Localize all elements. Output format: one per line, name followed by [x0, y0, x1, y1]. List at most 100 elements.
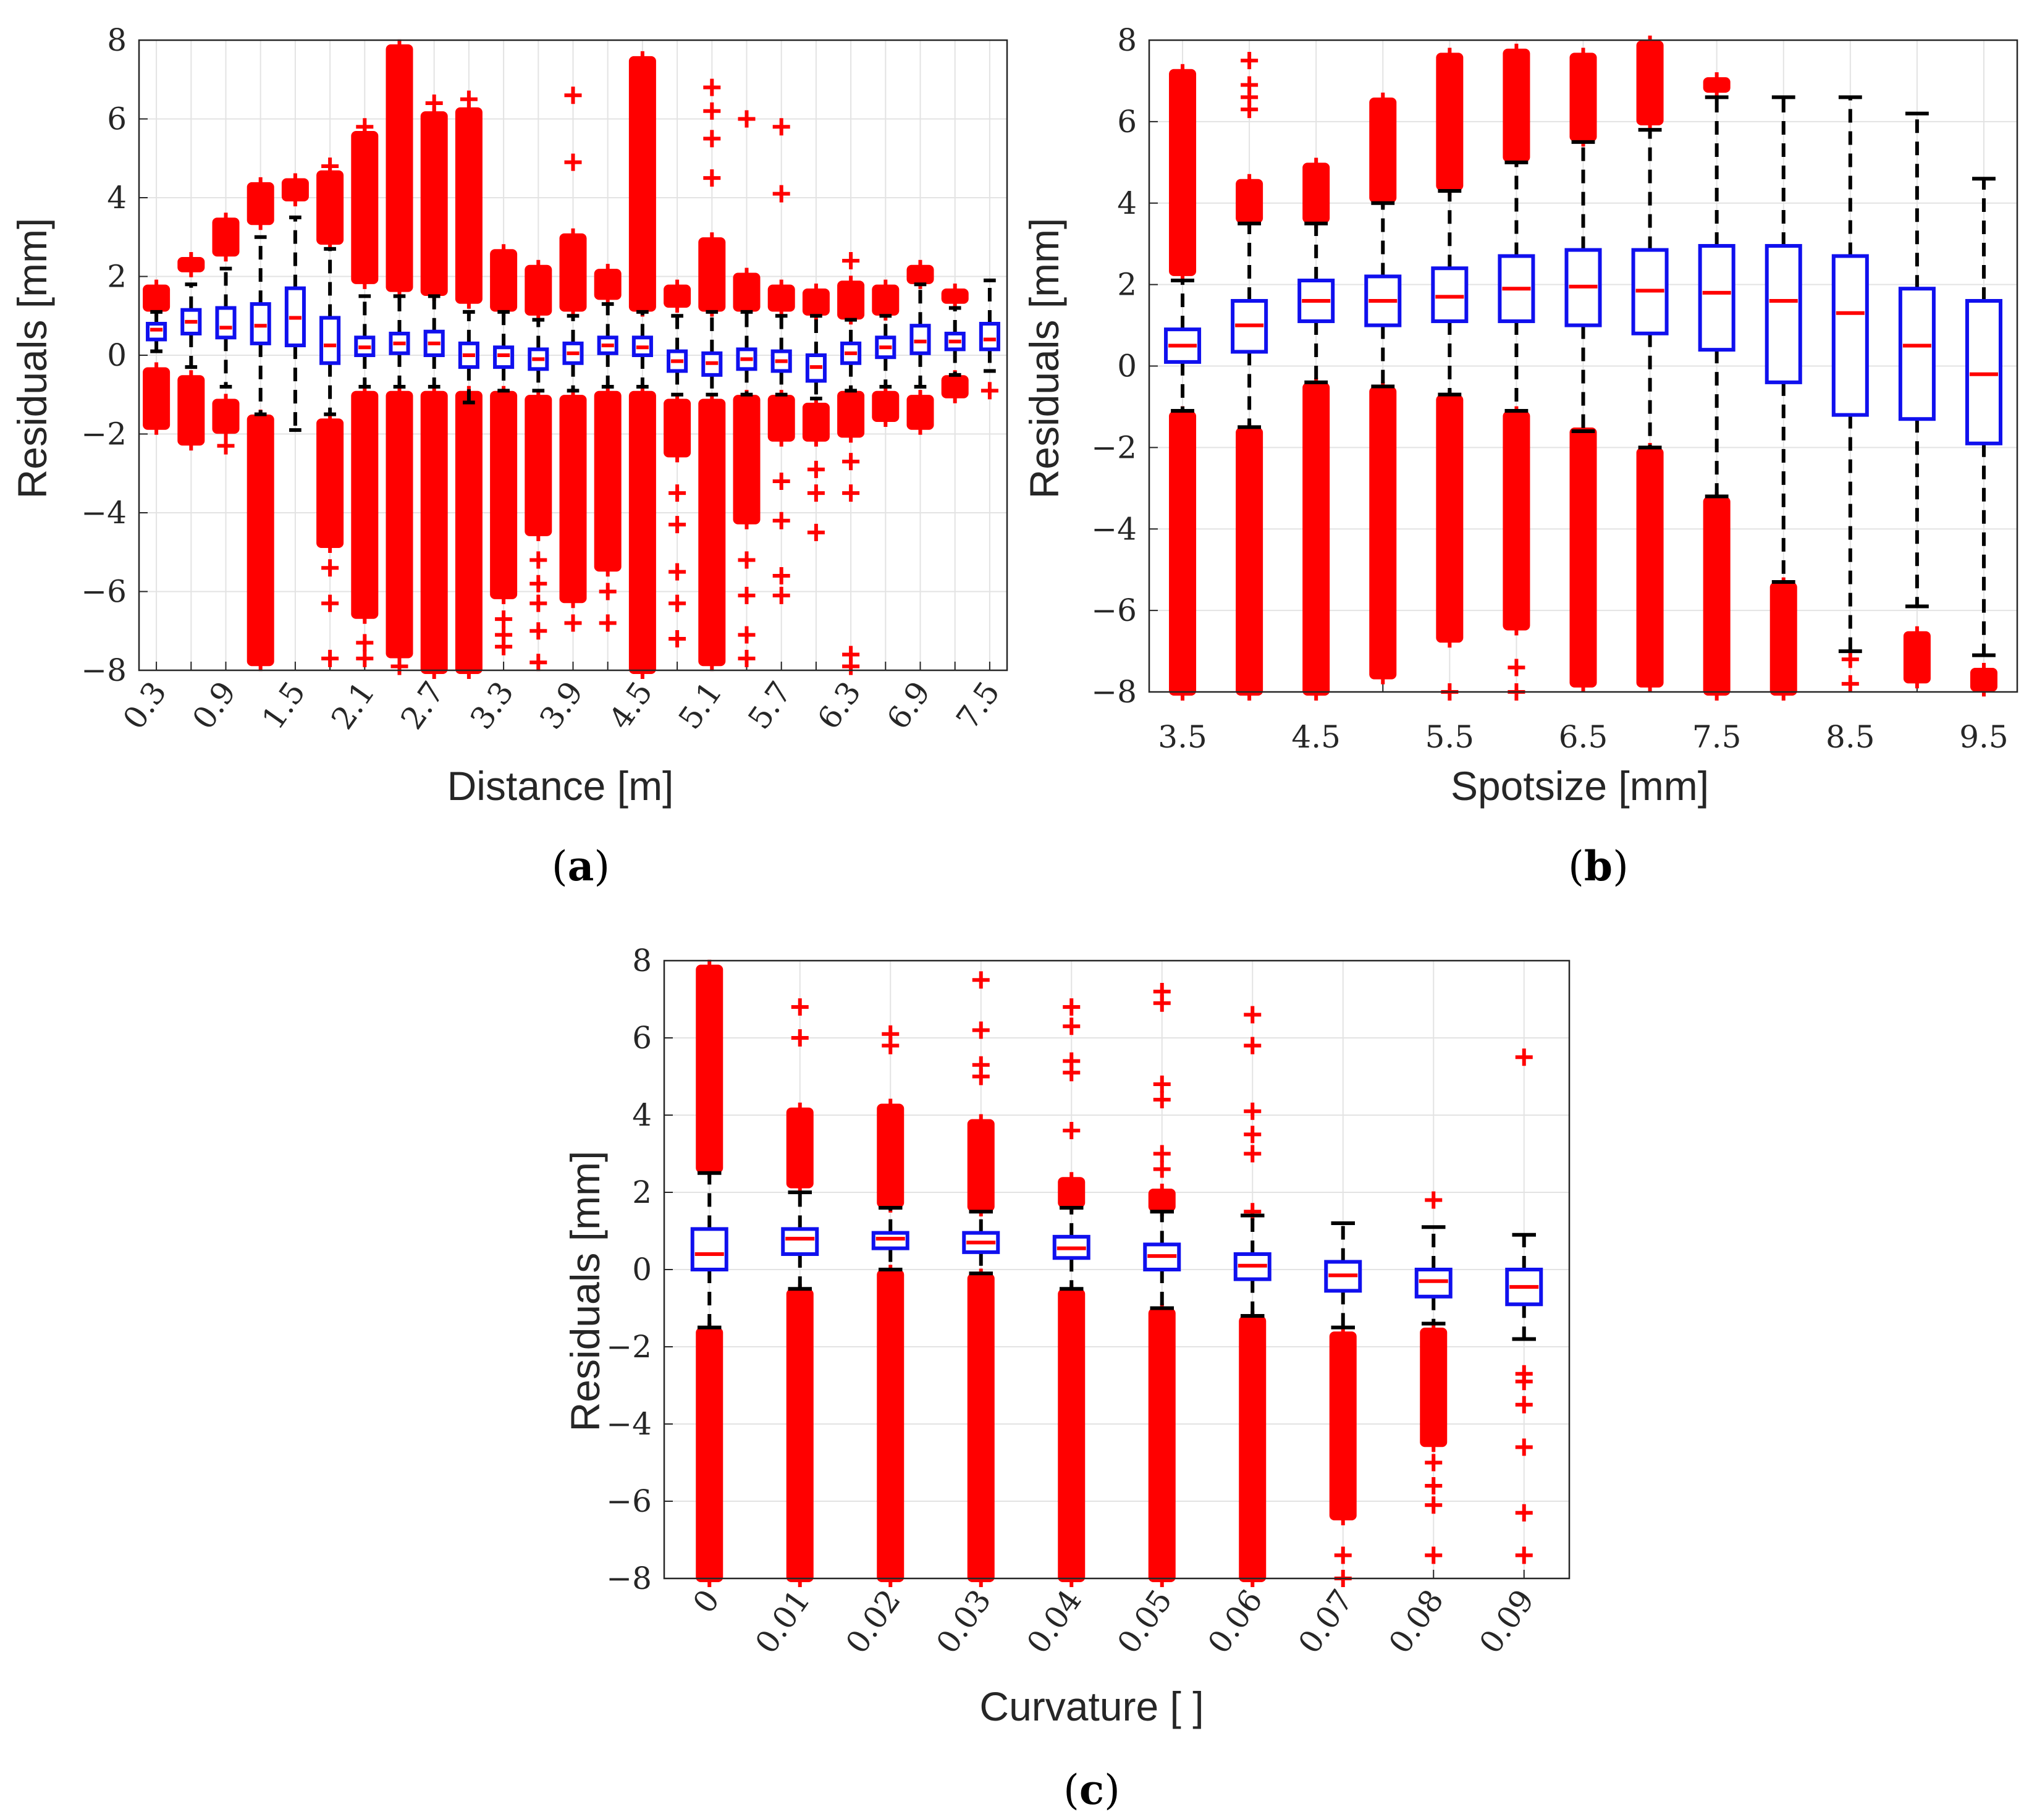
- box-group: [559, 86, 587, 632]
- box-iqr: [1831, 254, 1869, 417]
- outlier-band: [802, 402, 830, 442]
- outlier-marker: [599, 583, 617, 600]
- box-group: [281, 173, 309, 432]
- outlier-band: [212, 217, 240, 257]
- box-group: [316, 158, 344, 667]
- outlier-band: [1058, 1289, 1086, 1582]
- outlier-marker: [217, 437, 235, 455]
- outlier-marker: [633, 51, 651, 69]
- outlier-marker: [251, 654, 269, 672]
- outlier-marker: [356, 606, 374, 624]
- outlier-band: [1302, 382, 1330, 696]
- outlier-marker: [321, 559, 339, 577]
- outlier-band: [1636, 447, 1664, 688]
- y-tick-label: 8: [107, 22, 127, 58]
- x-tick-label: 0.05: [1110, 1583, 1179, 1660]
- box-group: [690, 959, 728, 1587]
- outlier-band: [559, 233, 587, 312]
- outlier-band: [1236, 179, 1263, 224]
- outlier-band: [1148, 1308, 1176, 1582]
- outlier-marker: [390, 279, 408, 297]
- outlier-marker: [599, 614, 617, 632]
- outlier-marker: [703, 130, 721, 148]
- box-iqr: [690, 1227, 728, 1271]
- outlier-marker: [1244, 1006, 1262, 1024]
- box-group: [351, 118, 379, 667]
- outlier-marker: [1441, 48, 1459, 65]
- outlier-marker: [1334, 1546, 1352, 1564]
- outlier-band: [525, 264, 552, 316]
- outlier-marker: [807, 460, 825, 478]
- outlier-marker: [807, 397, 825, 415]
- box-group: [1164, 64, 1202, 701]
- outlier-marker: [529, 390, 547, 408]
- outlier-marker: [564, 86, 582, 104]
- outlier-band: [628, 56, 656, 312]
- outlier-band: [1420, 1328, 1448, 1447]
- outlier-band: [1903, 631, 1931, 684]
- outlier-marker: [1174, 263, 1192, 281]
- outlier-marker: [390, 39, 408, 57]
- x-tick-label: 2.7: [394, 675, 451, 736]
- outlier-marker: [1425, 1546, 1443, 1564]
- outlier-marker: [1574, 48, 1592, 65]
- outlier-marker: [321, 594, 339, 612]
- box-group: [906, 259, 934, 435]
- outlier-marker: [356, 385, 374, 403]
- outlier-marker: [182, 433, 200, 451]
- outlier-marker: [738, 586, 756, 604]
- outlier-marker: [1153, 1091, 1171, 1108]
- outlier-band: [1769, 582, 1797, 696]
- outlier-marker: [972, 1056, 990, 1074]
- x-tick-label: 0: [686, 1583, 727, 1620]
- outlier-marker: [807, 484, 825, 502]
- x-tick-label: 0.01: [748, 1583, 817, 1660]
- outlier-marker: [1153, 1076, 1171, 1093]
- outlier-marker: [877, 279, 895, 297]
- box-iqr: [215, 306, 237, 340]
- box-iqr: [1765, 243, 1802, 384]
- outlier-marker: [972, 971, 990, 989]
- outlier-marker: [791, 1029, 809, 1047]
- outlier-marker: [321, 232, 339, 250]
- outlier-band: [786, 1107, 814, 1189]
- y-tick-label: 0: [632, 1252, 652, 1287]
- outlier-band: [967, 1119, 995, 1211]
- outlier-band: [967, 1273, 995, 1582]
- outlier-marker: [1515, 1438, 1533, 1456]
- outlier-band: [1569, 428, 1597, 688]
- outlier-marker: [972, 1199, 990, 1216]
- outlier-marker: [633, 385, 651, 403]
- outlier-marker: [1374, 92, 1392, 110]
- outlier-marker: [529, 594, 547, 612]
- outlier-marker: [738, 551, 756, 569]
- outlier-marker: [1334, 1326, 1352, 1344]
- box-group: [871, 1025, 909, 1587]
- outlier-marker: [217, 213, 235, 230]
- box-group: [1831, 95, 1869, 693]
- outlier-marker: [911, 417, 929, 435]
- outlier-marker: [1244, 1203, 1262, 1221]
- outlier-band: [1239, 1316, 1267, 1582]
- y-tick-label: −6: [81, 574, 127, 610]
- y-tick-label: −8: [606, 1561, 652, 1596]
- outlier-marker: [1244, 1126, 1262, 1144]
- y-tick-label: −2: [606, 1329, 652, 1365]
- outlier-marker: [148, 417, 166, 435]
- outlier-marker: [217, 394, 235, 411]
- box-group: [837, 252, 865, 675]
- outlier-marker: [842, 252, 860, 269]
- y-tick-label: 6: [107, 101, 127, 137]
- outlier-marker: [251, 177, 269, 195]
- outlier-band: [698, 398, 726, 667]
- outlier-band: [177, 375, 205, 446]
- outlier-marker: [703, 654, 721, 672]
- y-tick-label: −2: [81, 416, 127, 452]
- outlier-band: [212, 398, 240, 434]
- outlier-marker: [564, 228, 582, 246]
- axes-frame: [663, 959, 1571, 1580]
- outlier-marker: [356, 634, 374, 652]
- outlier-marker: [1063, 1017, 1081, 1035]
- outlier-band: [143, 367, 171, 430]
- outlier-marker: [495, 244, 513, 262]
